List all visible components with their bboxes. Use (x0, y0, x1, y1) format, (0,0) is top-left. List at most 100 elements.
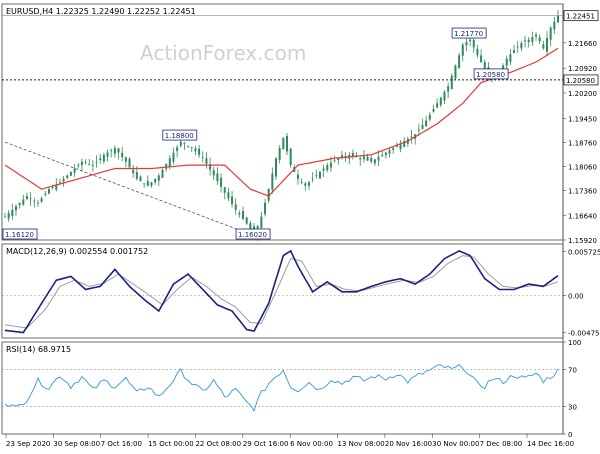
candle-body (285, 135, 288, 152)
candle-body (520, 43, 523, 49)
macd-tick-label: 0.005725 (568, 249, 600, 257)
candle-body (531, 37, 534, 42)
candle-body (282, 137, 285, 150)
rsi-title: RSI(14) 68.9715 (6, 345, 71, 354)
candle-body (146, 181, 149, 186)
candle-body (161, 169, 164, 178)
candle-body (22, 199, 25, 205)
candle-body (340, 155, 343, 158)
candle-body (395, 145, 398, 147)
candle-body (403, 141, 406, 147)
candle-body (220, 177, 223, 187)
candle-body (121, 152, 124, 158)
price-tick-label: 1.20920 (568, 65, 597, 73)
candle-body (223, 187, 226, 193)
x-tick-label: 7 Oct 16:00 (101, 440, 142, 448)
candle-body (359, 158, 362, 160)
moving-average-line (4, 47, 559, 197)
candle-body (450, 75, 453, 89)
candle-body (80, 161, 83, 166)
candle-body (447, 86, 450, 92)
candle-body (275, 158, 278, 177)
annotation-label: 1.21770 (454, 30, 483, 38)
candle-body (44, 193, 47, 195)
candle-body (311, 178, 314, 180)
x-tick-label: 6 Nov 00:00 (290, 440, 333, 448)
support-level-label-box (563, 74, 599, 86)
candle-body (245, 217, 248, 224)
candle-body (212, 170, 215, 176)
x-tick-label: 29 Oct 16:00 (243, 440, 289, 448)
candle-body (238, 212, 241, 215)
candle-body (535, 34, 538, 37)
macd-series-macd (4, 249, 559, 334)
candle-body (58, 181, 61, 183)
candle-body (549, 27, 552, 40)
candle-body (513, 50, 516, 53)
annotation-box (235, 228, 271, 240)
candle-body (95, 161, 98, 163)
candle-body (18, 202, 21, 206)
candle-body (304, 183, 307, 186)
x-tick-label: 14 Dec 16:00 (527, 440, 574, 448)
price-tick-label: 1.15920 (568, 237, 597, 245)
candle-body (454, 65, 457, 79)
candle-body (176, 147, 179, 152)
annotation-label: 1.16020 (238, 231, 267, 239)
candle-body (425, 120, 428, 127)
current-price-label-box (563, 10, 599, 22)
candle-body (113, 147, 116, 154)
candle-body (209, 164, 212, 170)
candle-body (194, 148, 197, 152)
candle-body (392, 147, 395, 150)
price-header-text: EURUSD,H4 1.22325 1.22490 1.22252 1.2245… (6, 7, 196, 16)
candle-body (370, 157, 373, 162)
candle-body (329, 162, 332, 168)
candle-body (216, 173, 219, 182)
candle-body (439, 97, 442, 106)
watermark-text: ActionForex.com (140, 41, 306, 65)
rsi-tick-label: 100 (568, 339, 581, 347)
rsi-tick-label: 70 (568, 367, 577, 375)
candle-body (205, 158, 208, 164)
candle-body (231, 196, 234, 205)
candle-body (538, 37, 541, 42)
candle-body (62, 178, 65, 182)
candle-body (33, 200, 36, 202)
candle-body (106, 152, 109, 157)
candle-body (227, 192, 230, 199)
panel-frame-0 (1, 3, 564, 241)
candle-body (4, 216, 6, 218)
x-tick-label: 23 Sep 2020 (6, 440, 50, 448)
candle-body (469, 39, 472, 42)
candle-body (384, 152, 387, 156)
annotation-label: 1.18800 (165, 132, 194, 140)
candle-body (29, 198, 32, 200)
candle-body (289, 148, 292, 166)
x-tick-label: 7 Dec 08:00 (480, 440, 523, 448)
candle-body (249, 223, 252, 230)
candle-body (40, 198, 43, 202)
candle-body (421, 125, 424, 130)
annotation-label: 1.20580 (476, 71, 505, 79)
candle-body (168, 158, 171, 167)
candle-body (132, 169, 135, 174)
candle-body (443, 91, 446, 101)
candle-body (373, 159, 376, 164)
candle-body (307, 182, 310, 186)
annotation-box (473, 68, 509, 80)
price-tick-label: 1.21660 (568, 40, 597, 48)
candle-body (483, 62, 486, 69)
candle-body (388, 150, 391, 154)
candle-body (77, 165, 80, 166)
candle-body (91, 165, 94, 166)
candle-body (337, 158, 340, 160)
candle-body (190, 147, 193, 149)
candle-body (55, 184, 58, 190)
macd-tick-label: -0.004755 (568, 329, 600, 337)
candle-body (234, 204, 237, 210)
annotation-box (2, 228, 38, 240)
candle-body (322, 168, 325, 171)
candle-body (399, 143, 402, 150)
